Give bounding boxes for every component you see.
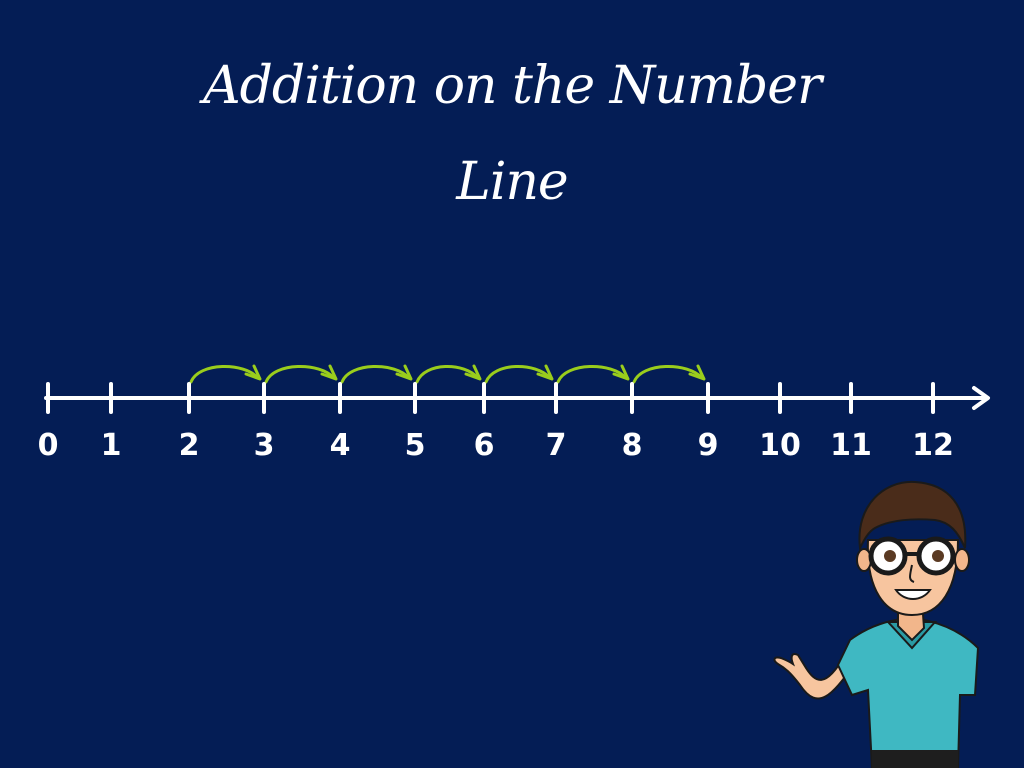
jump-arrow-3-4 <box>264 364 338 384</box>
tick-label-7: 7 <box>546 428 567 463</box>
jump-arrow-8-9 <box>632 364 706 384</box>
jump-arrows <box>189 364 706 384</box>
tick-label-0: 0 <box>38 428 59 463</box>
jump-arrow-6-7 <box>484 364 554 384</box>
tick-label-12: 12 <box>912 428 954 463</box>
number-line-axis <box>44 382 990 414</box>
tick-label-9: 9 <box>698 428 719 463</box>
page-title: Addition on the Number Line <box>0 38 1024 230</box>
tick-label-11: 11 <box>830 428 872 463</box>
tick-label-3: 3 <box>254 428 275 463</box>
title-line-2: Line <box>456 152 568 212</box>
jump-arrow-7-8 <box>556 364 630 384</box>
tick-label-10: 10 <box>759 428 801 463</box>
jump-arrow-4-5 <box>340 364 413 384</box>
jump-arrow-5-6 <box>415 364 482 384</box>
axis-arrowhead <box>972 386 990 410</box>
tick-label-5: 5 <box>405 428 426 463</box>
tick-label-2: 2 <box>179 428 200 463</box>
title-line-1: Addition on the Number <box>203 56 822 116</box>
tick-label-8: 8 <box>622 428 643 463</box>
jump-arrow-2-3 <box>189 364 262 384</box>
tick-labels: 0 1 2 3 4 5 6 7 8 9 10 11 12 <box>38 428 954 463</box>
tick-label-4: 4 <box>330 428 351 463</box>
tick-label-1: 1 <box>101 428 122 463</box>
tick-label-6: 6 <box>474 428 495 463</box>
